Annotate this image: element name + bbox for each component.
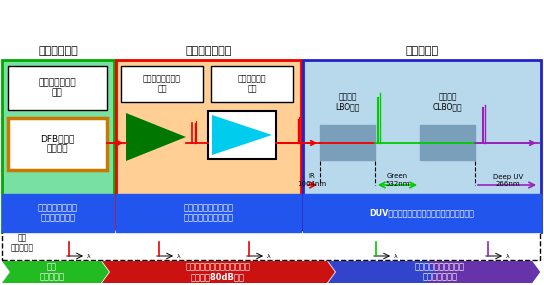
Bar [303,60,541,232]
Text: IR
1064nm: IR 1064nm [297,174,326,186]
Text: 光パルス増幅部: 光パルス増幅部 [186,46,232,56]
Text: Green
532nm: Green 532nm [385,174,410,186]
Polygon shape [328,261,540,283]
Text: DFB半導体
レーザー: DFB半導体 レーザー [40,134,74,154]
Text: 波長変換
CLBO結晶: 波長変換 CLBO結晶 [432,92,462,112]
Text: 超低ノイズ＆大増幅率
構成・制御がシンプル: 超低ノイズ＆大増幅率 構成・制御がシンプル [183,203,233,223]
Text: 半導体レーザー
技術: 半導体レーザー 技術 [38,78,76,98]
Text: 波長変換部: 波長変換部 [405,46,438,56]
Polygon shape [102,261,335,283]
Text: λ: λ [177,253,181,258]
Polygon shape [126,113,186,161]
Text: 狭帯スペクトルによる
高効率波長変換: 狭帯スペクトルによる 高効率波長変換 [415,262,465,282]
Bar [208,111,276,159]
Polygon shape [428,261,540,283]
Bar [320,125,375,160]
Text: λ: λ [267,253,271,258]
Text: 固体レーザー
技術: 固体レーザー 技術 [238,74,266,94]
Text: λ: λ [87,253,91,258]
Bar [8,118,107,170]
Bar [121,66,203,102]
Bar [2,230,540,260]
Text: ファイバレーザー
技術: ファイバレーザー 技術 [143,74,181,94]
Text: パルス発生部: パルス発生部 [38,46,78,56]
Bar [211,66,293,102]
Bar [116,194,301,232]
Bar [303,194,541,232]
Text: Deep UV
266nm: Deep UV 266nm [493,174,523,186]
Bar [8,66,107,110]
Text: λ: λ [506,253,510,258]
Polygon shape [212,115,272,155]
Text: 狭帯
スペクトル: 狭帯 スペクトル [40,262,65,282]
Text: 波長変換
LBO結晶: 波長変換 LBO結晶 [335,92,360,112]
Text: DUVピコ秒パルスレーザーを長期間発生可能: DUVピコ秒パルスレーザーを長期間発生可能 [369,209,474,217]
Bar [116,60,301,232]
Text: 波長
スペクトル: 波長 スペクトル [10,233,34,253]
Polygon shape [2,261,109,283]
Text: λ: λ [394,253,398,258]
Bar [420,125,475,160]
Text: 任意のパルス発生
（制御が容易）: 任意のパルス発生 （制御が容易） [38,203,78,223]
Text: 狭帯スペクトルのまま光増幅
増幅率：80dB以上: 狭帯スペクトルのまま光増幅 増幅率：80dB以上 [186,262,250,282]
Bar [2,194,114,232]
Bar [2,60,114,232]
